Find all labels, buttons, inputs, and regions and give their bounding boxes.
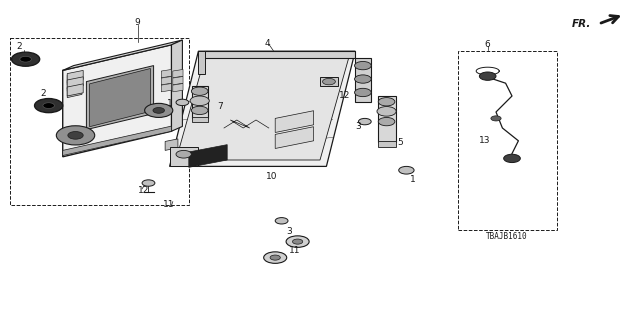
Polygon shape: [161, 69, 172, 78]
Polygon shape: [67, 72, 82, 85]
Text: 11: 11: [289, 246, 301, 255]
Text: 2: 2: [17, 42, 22, 51]
Circle shape: [270, 255, 280, 260]
Polygon shape: [90, 68, 150, 127]
Polygon shape: [192, 86, 208, 118]
Text: 1: 1: [167, 99, 173, 108]
Polygon shape: [67, 70, 83, 83]
Circle shape: [12, 52, 40, 66]
Circle shape: [399, 166, 414, 174]
Text: 1: 1: [410, 175, 415, 184]
Circle shape: [264, 252, 287, 263]
Polygon shape: [161, 76, 172, 85]
Circle shape: [20, 56, 31, 62]
Polygon shape: [63, 126, 172, 156]
Circle shape: [56, 126, 95, 145]
Polygon shape: [165, 139, 178, 150]
Polygon shape: [63, 40, 182, 70]
Circle shape: [176, 99, 189, 106]
Polygon shape: [204, 51, 355, 58]
Circle shape: [479, 72, 496, 80]
Text: 3: 3: [355, 122, 361, 131]
Circle shape: [286, 236, 309, 247]
Polygon shape: [198, 51, 205, 74]
Polygon shape: [170, 147, 198, 166]
Polygon shape: [67, 85, 82, 98]
Polygon shape: [63, 45, 172, 157]
Text: 10: 10: [266, 172, 277, 181]
Polygon shape: [320, 77, 338, 86]
Circle shape: [358, 118, 371, 125]
Circle shape: [355, 75, 371, 83]
Text: 12: 12: [339, 91, 351, 100]
Polygon shape: [170, 51, 355, 166]
Polygon shape: [192, 117, 208, 122]
Bar: [458, 51, 557, 230]
Text: TBAJB1610: TBAJB1610: [486, 232, 528, 241]
Text: 4: 4: [264, 39, 270, 48]
Polygon shape: [86, 66, 154, 130]
Circle shape: [377, 107, 396, 116]
Polygon shape: [176, 58, 349, 160]
Polygon shape: [378, 96, 396, 142]
Text: 2: 2: [41, 89, 46, 98]
Polygon shape: [173, 69, 183, 78]
Circle shape: [176, 150, 191, 158]
Circle shape: [378, 98, 395, 106]
Circle shape: [378, 117, 395, 126]
Circle shape: [35, 99, 63, 113]
Text: 5: 5: [397, 138, 403, 147]
Polygon shape: [378, 141, 396, 147]
Polygon shape: [172, 40, 182, 131]
Circle shape: [355, 88, 371, 97]
Circle shape: [142, 180, 155, 186]
Circle shape: [191, 87, 208, 95]
Circle shape: [145, 103, 173, 117]
Text: FR.: FR.: [572, 19, 591, 29]
Circle shape: [323, 78, 335, 85]
Text: 12: 12: [138, 186, 149, 195]
Text: 7: 7: [218, 102, 223, 111]
Circle shape: [504, 154, 520, 163]
Polygon shape: [67, 77, 83, 89]
Polygon shape: [67, 84, 83, 96]
Text: 3: 3: [286, 227, 292, 236]
Polygon shape: [173, 76, 183, 85]
Polygon shape: [355, 58, 371, 102]
Circle shape: [153, 108, 164, 113]
Circle shape: [355, 61, 371, 70]
Circle shape: [292, 239, 303, 244]
Circle shape: [68, 132, 83, 139]
Circle shape: [191, 106, 208, 115]
Circle shape: [275, 218, 288, 224]
Circle shape: [491, 116, 501, 121]
Text: 9: 9: [135, 18, 140, 27]
Polygon shape: [173, 84, 183, 92]
Circle shape: [43, 103, 54, 108]
Text: 6: 6: [485, 40, 490, 49]
Text: 11: 11: [163, 200, 175, 209]
Polygon shape: [189, 145, 227, 167]
Circle shape: [190, 96, 209, 106]
Polygon shape: [275, 127, 314, 148]
Text: 13: 13: [479, 136, 490, 145]
Polygon shape: [275, 111, 314, 132]
Polygon shape: [67, 78, 82, 91]
Polygon shape: [161, 84, 172, 92]
